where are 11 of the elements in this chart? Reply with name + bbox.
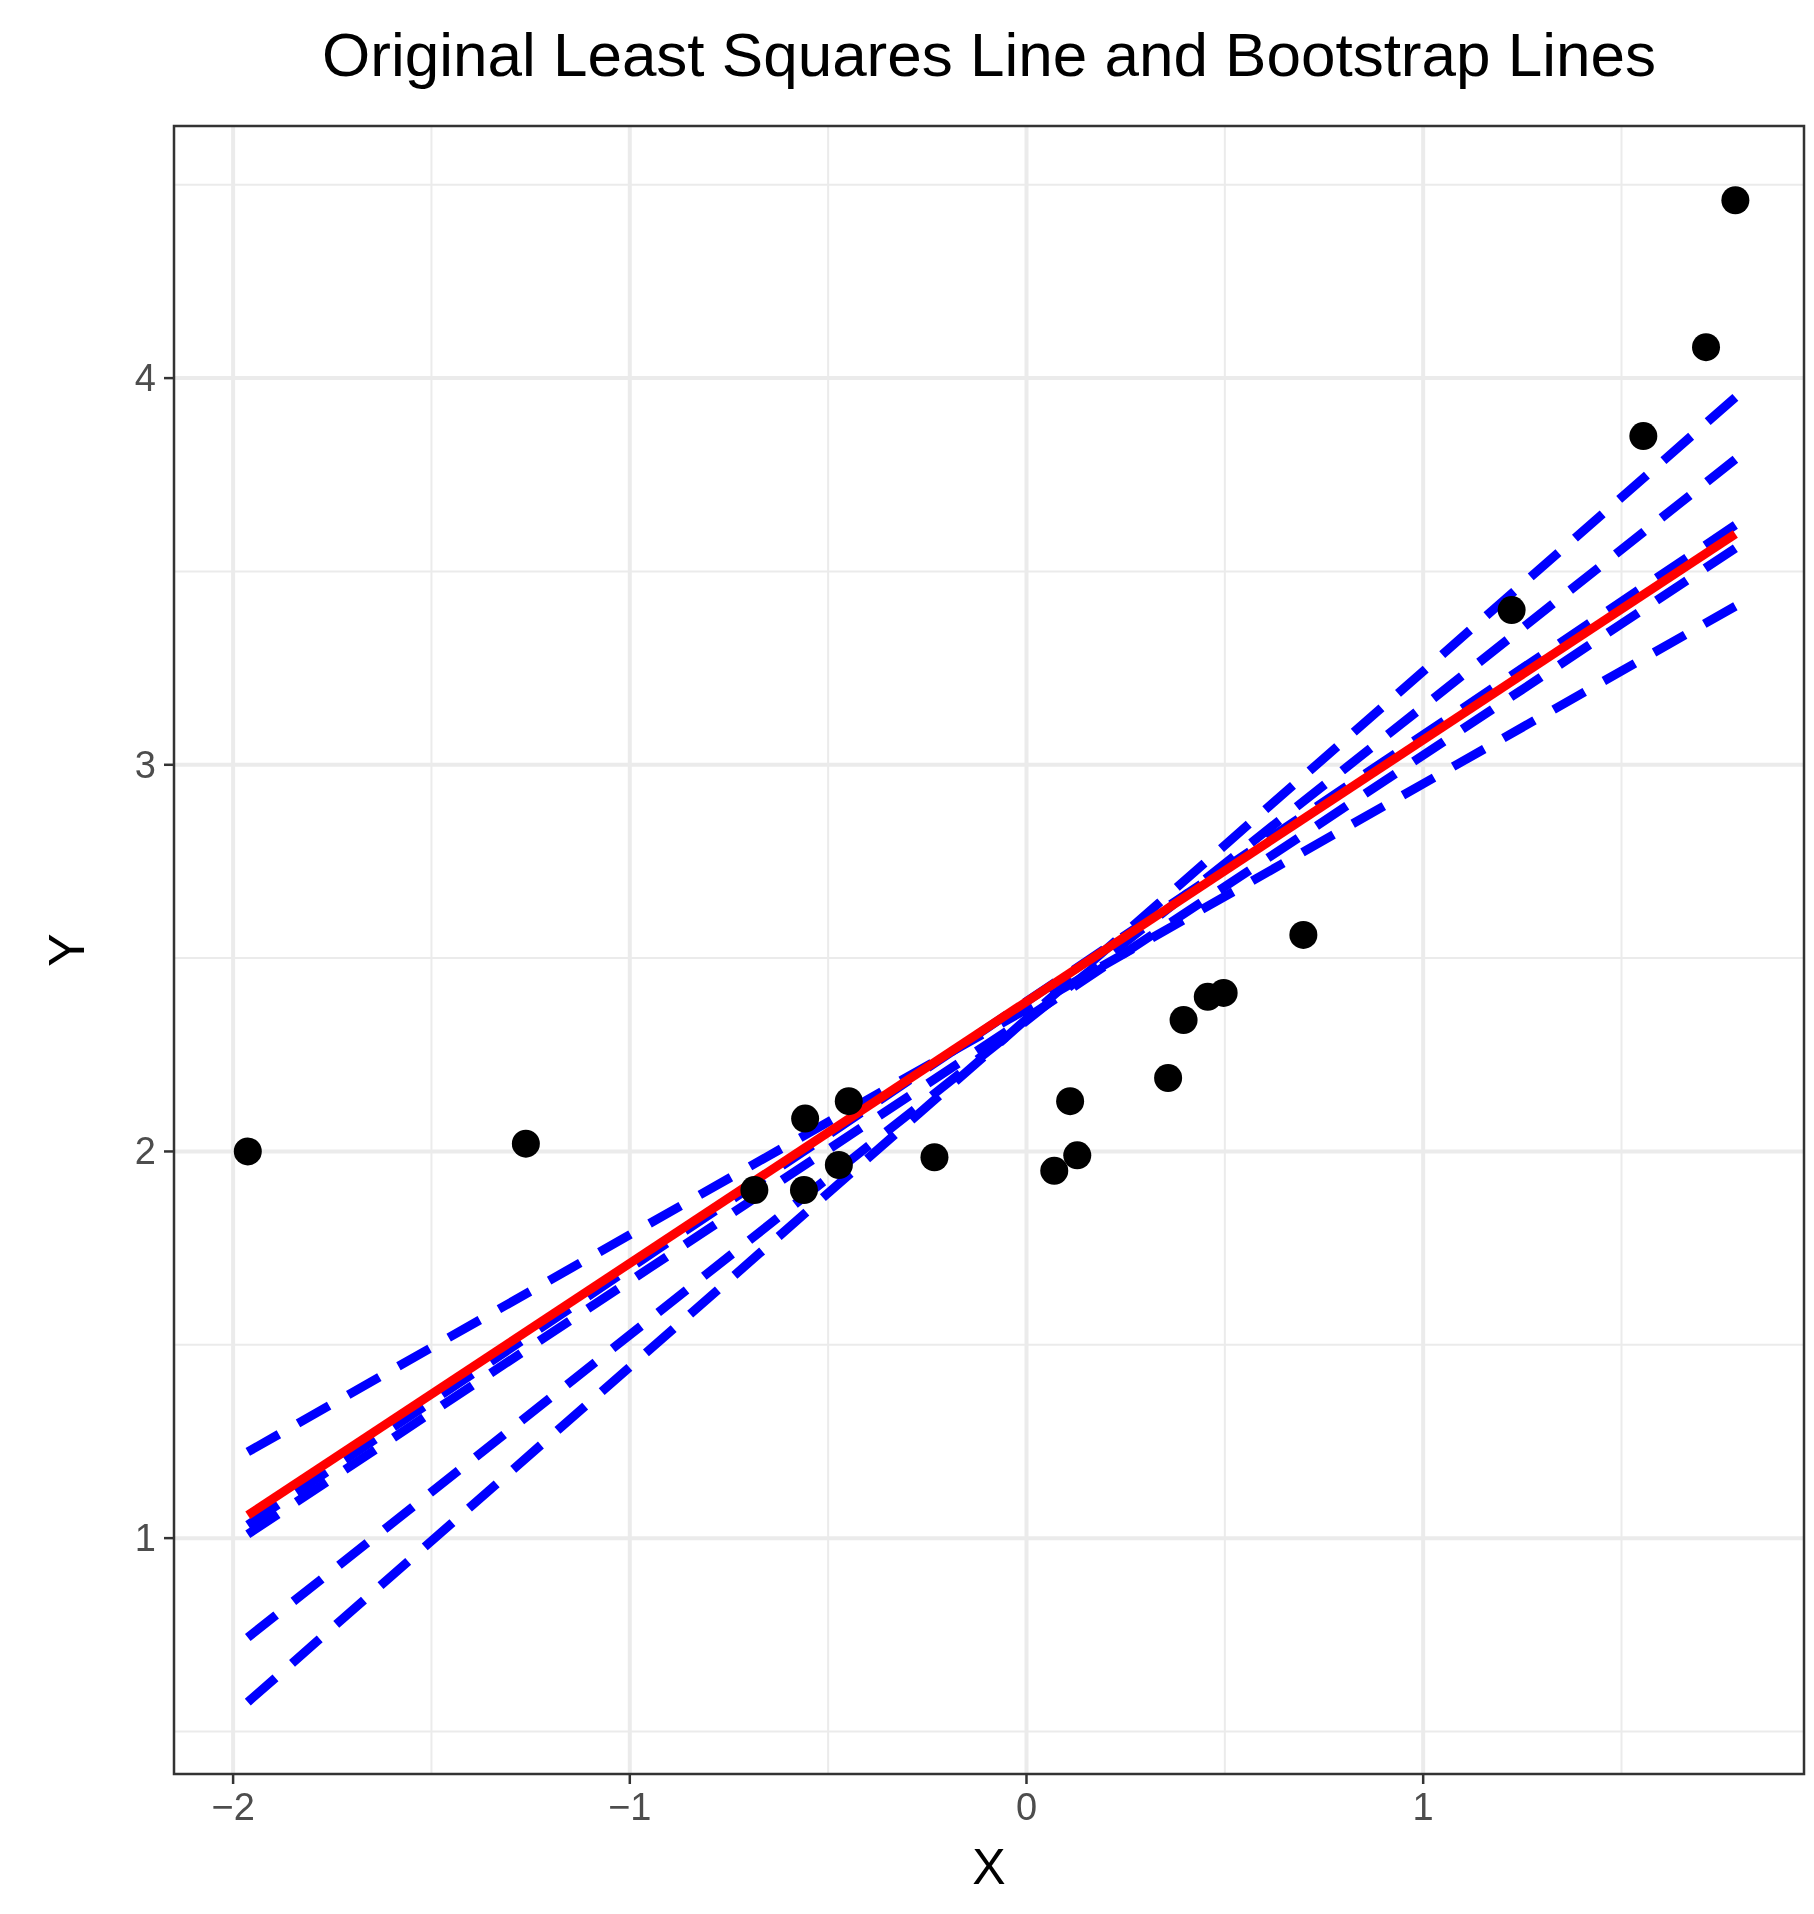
chart-title: Original Least Squares Line and Bootstrap Lines: [322, 20, 1656, 89]
x-axis-title: X: [972, 1839, 1006, 1895]
x-tick-label: 1: [1412, 1786, 1434, 1828]
y-tick-label: 4: [134, 357, 156, 400]
x-tick-label: 0: [1015, 1786, 1038, 1828]
y-tick-label: 2: [134, 1130, 156, 1173]
x-tick-label: −1: [608, 1786, 652, 1828]
y-tick-label: 1: [134, 1517, 156, 1560]
y-tick-label: 3: [134, 743, 156, 786]
y-axis-title: Y: [39, 933, 95, 967]
x-tick-label: −2: [211, 1786, 255, 1828]
